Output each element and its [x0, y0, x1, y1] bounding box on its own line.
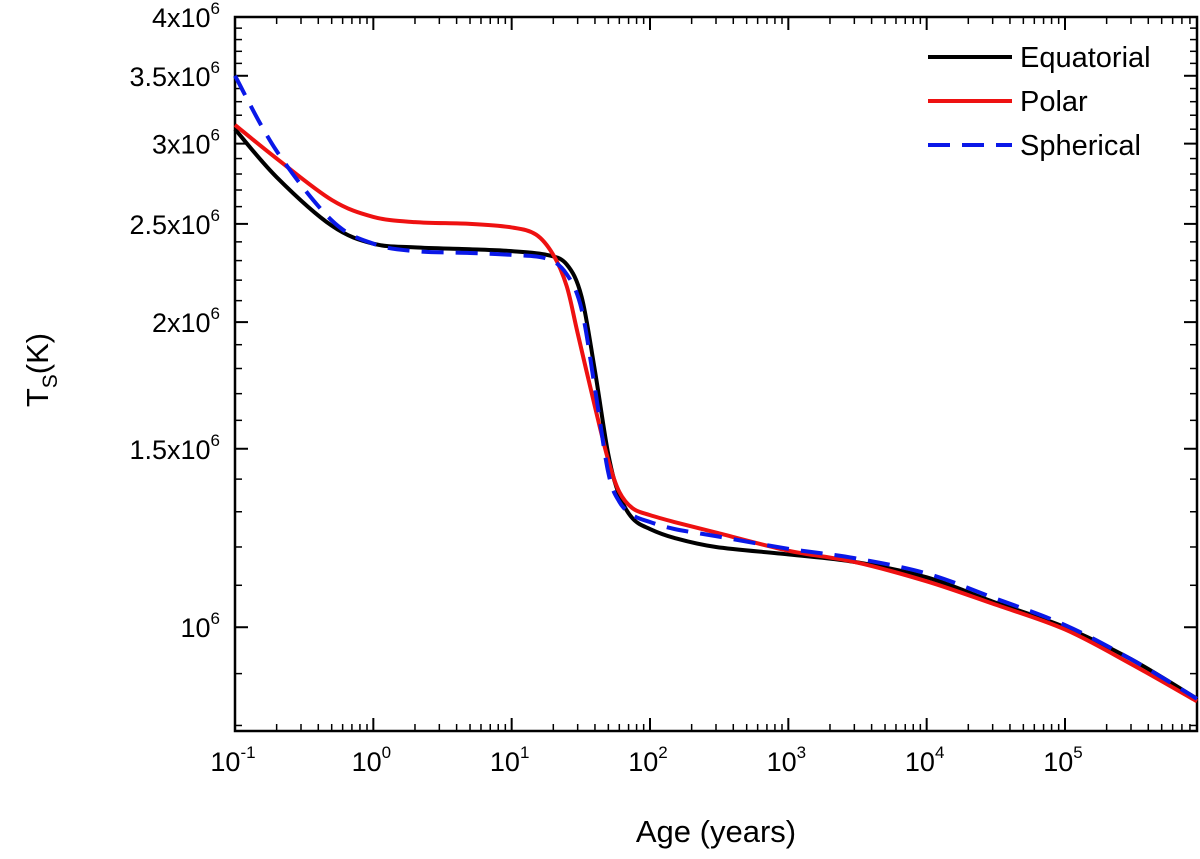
series-line-equatorial: [233, 127, 1199, 701]
y-tick-label: 2.5x106: [129, 206, 220, 240]
series-line-spherical: [233, 74, 1199, 701]
y-axis-label: TS(K): [20, 333, 62, 407]
y-axis-label-subscript: S: [39, 374, 62, 388]
x-tick-label-base: 10: [767, 747, 797, 777]
y-tick-label-exponent: 6: [211, 0, 220, 18]
y-tick-label: 3.5x106: [129, 58, 220, 92]
x-tick-label-exponent: 0: [382, 743, 391, 762]
legend-label-equatorial: Equatorial: [1020, 42, 1151, 74]
x-tick-label-exponent: 1: [520, 743, 529, 762]
y-tick-label: 106: [180, 609, 220, 643]
y-tick-label: 3x106: [152, 126, 220, 160]
x-tick-label-exponent: 3: [797, 743, 806, 762]
y-tick-label-base: 3x10: [152, 130, 211, 160]
y-tick-label-base: 1.5x10: [129, 435, 210, 465]
x-tick-label: 103: [767, 743, 807, 777]
x-tick-label: 102: [628, 743, 668, 777]
x-tick-label-exponent: -1: [240, 743, 255, 762]
x-tick-label-base: 10: [210, 747, 240, 777]
x-tick-label: 100: [352, 743, 392, 777]
x-tick-label: 105: [1043, 743, 1083, 777]
x-tick-label-base: 10: [905, 747, 935, 777]
y-tick-label-base: 2.5x10: [129, 210, 210, 240]
x-tick-label-exponent: 5: [1073, 743, 1082, 762]
y-tick-label: 1.5x106: [129, 431, 220, 465]
series-lines: [233, 74, 1199, 704]
y-tick-label-exponent: 6: [211, 206, 220, 225]
y-axis-label-main: T: [20, 388, 55, 407]
legend-label-spherical: Spherical: [1020, 130, 1141, 162]
series-line-polar: [233, 123, 1198, 704]
y-tick-label-base: 4x10: [152, 3, 211, 33]
x-tick-label-base: 10: [628, 747, 658, 777]
y-tick-label: 2x106: [152, 304, 220, 338]
y-tick-label-base: 3.5x10: [129, 62, 210, 92]
x-tick-label-base: 10: [352, 747, 382, 777]
y-tick-label-base: 2x10: [152, 308, 211, 338]
y-tick-label-base: 10: [180, 613, 210, 643]
y-tick-label-exponent: 6: [211, 431, 220, 450]
x-tick-label-exponent: 2: [658, 743, 667, 762]
x-tick-label: 101: [490, 743, 530, 777]
x-tick-label: 104: [905, 743, 945, 777]
y-tick-label: 4x106: [152, 0, 220, 33]
x-axis-label: Age (years): [636, 814, 796, 849]
x-tick-label: 10-1: [210, 743, 255, 777]
y-tick-label-exponent: 6: [211, 126, 220, 145]
y-tick-label-exponent: 6: [211, 58, 220, 77]
legend: Equatorial Polar Spherical: [928, 42, 1151, 162]
axis-ticks: 10-1 100 101 102 103 104 1051061.5x1062x1062.5…: [129, 0, 1198, 777]
y-tick-label-exponent: 6: [211, 304, 220, 323]
legend-label-polar: Polar: [1020, 86, 1088, 118]
x-tick-label-base: 10: [490, 747, 520, 777]
y-tick-label-exponent: 6: [211, 609, 220, 628]
x-tick-label-exponent: 4: [935, 743, 944, 762]
x-tick-label-base: 10: [1043, 747, 1073, 777]
y-axis-label-unit: (K): [20, 333, 55, 374]
